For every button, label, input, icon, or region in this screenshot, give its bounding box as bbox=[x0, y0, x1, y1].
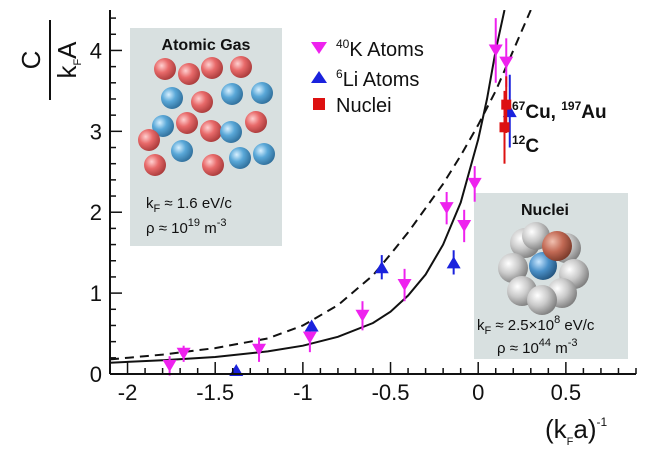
40k-atoms-point bbox=[467, 177, 482, 190]
x-tick-label: 0.5 bbox=[551, 380, 582, 405]
atomic-gas-density-text: ρ ≈ 1019 m-3 bbox=[146, 217, 227, 237]
blue-atom bbox=[220, 121, 242, 143]
x-tick-label: -1.5 bbox=[196, 380, 234, 405]
nuclei-density-text: ρ ≈ 1044 m-3 bbox=[497, 337, 578, 357]
red-atom bbox=[176, 112, 198, 134]
nucleon-gray bbox=[527, 285, 557, 315]
6li-atoms-point bbox=[304, 319, 319, 332]
annotation-cu-au: 67Cu, 197Au bbox=[512, 99, 607, 123]
red-atom bbox=[144, 154, 166, 176]
legend-item-6li: 6Li Atoms bbox=[311, 67, 419, 91]
legend-label-40k: 40K Atoms bbox=[336, 37, 424, 61]
x-axis-title: (kFa)-1 bbox=[545, 414, 608, 448]
40k-atoms-point bbox=[176, 347, 191, 360]
y-tick-label: 1 bbox=[90, 281, 102, 306]
40k-atoms-point bbox=[355, 309, 370, 322]
40k-atoms-point bbox=[162, 359, 177, 372]
solid-curve bbox=[110, 10, 506, 364]
blue-atom bbox=[221, 83, 243, 105]
nuclei-point bbox=[501, 99, 512, 110]
legend-item-40k: 40K Atoms bbox=[311, 37, 424, 61]
nucleon-gray bbox=[498, 253, 528, 283]
nucleus-illustration bbox=[498, 222, 589, 315]
blue-atom bbox=[251, 82, 273, 104]
legend-marker-nuclei bbox=[313, 98, 325, 110]
blue-atom bbox=[229, 147, 251, 169]
atomic-gas-atoms-illustration bbox=[138, 56, 275, 176]
legend-label-6li: 6Li Atoms bbox=[336, 67, 419, 91]
40k-atoms-point bbox=[499, 56, 514, 69]
x-tick-label: -1 bbox=[293, 380, 313, 405]
x-tick-label: -2 bbox=[118, 380, 138, 405]
blue-atom bbox=[152, 115, 174, 137]
blue-atom bbox=[161, 87, 183, 109]
dashed-curve bbox=[110, 10, 532, 361]
y-tick-label: 3 bbox=[90, 119, 102, 144]
y-tick-label: 4 bbox=[90, 38, 102, 63]
data-points bbox=[162, 18, 517, 376]
annotation-12c: 12C bbox=[512, 133, 539, 157]
y-axis-title-denominator: kFA bbox=[52, 41, 84, 79]
red-atom bbox=[154, 58, 176, 80]
blue-atom bbox=[171, 140, 193, 162]
red-atom bbox=[191, 91, 213, 113]
nuclei-inset-title: Nuclei bbox=[521, 202, 569, 219]
blue-atom bbox=[253, 143, 275, 165]
red-atom bbox=[245, 111, 267, 133]
theory-curves bbox=[110, 10, 532, 364]
40k-atoms-point bbox=[457, 219, 472, 232]
40k-atoms-point bbox=[302, 331, 317, 344]
legend-item-nuclei: Nuclei bbox=[313, 95, 392, 117]
y-tick-label: 0 bbox=[90, 362, 102, 387]
legend-marker-40k bbox=[311, 42, 327, 54]
x-tick-label: 0 bbox=[472, 380, 484, 405]
y-tick-label: 2 bbox=[90, 200, 102, 225]
red-atom bbox=[201, 57, 223, 79]
red-atom bbox=[178, 63, 200, 85]
40k-atoms-point bbox=[252, 343, 267, 356]
red-atom bbox=[230, 56, 252, 78]
legend-label-nuclei: Nuclei bbox=[336, 95, 392, 117]
y-axis-title-numerator: C bbox=[16, 51, 46, 70]
x-tick-label: -0.5 bbox=[372, 380, 410, 405]
y-axis-title: C kFA bbox=[16, 20, 84, 100]
atomic-gas-inset: Atomic Gas kF ≈ 1.6 eV/c ρ ≈ 1 bbox=[130, 28, 282, 246]
atomic-gas-kf-text: kF ≈ 1.6 eV/c bbox=[146, 195, 232, 215]
nuclei-point bbox=[499, 122, 510, 133]
red-atom bbox=[138, 129, 160, 151]
40k-atoms-point bbox=[488, 44, 503, 57]
red-atom bbox=[202, 154, 224, 176]
nucleon-red bbox=[542, 231, 572, 261]
red-atom bbox=[200, 120, 222, 142]
40k-atoms-point bbox=[439, 202, 454, 215]
atomic-gas-inset-title: Atomic Gas bbox=[162, 37, 251, 54]
6li-atoms-point bbox=[374, 261, 389, 274]
axes: -2 -1.5 -1 -0.5 0 0.5 0 1 2 3 4 bbox=[90, 10, 637, 405]
6li-atoms-point bbox=[446, 256, 461, 269]
nuclei-inset: Nuclei kF ≈ 2.5×108 eV/c ρ ≈ 1044 m-3 bbox=[474, 193, 628, 359]
legend-marker-6li bbox=[311, 71, 327, 83]
40k-atoms-point bbox=[397, 279, 412, 292]
legend: 40K Atoms 6Li Atoms Nuclei bbox=[311, 37, 424, 117]
nuclei-kf-text: kF ≈ 2.5×108 eV/c bbox=[477, 314, 595, 337]
